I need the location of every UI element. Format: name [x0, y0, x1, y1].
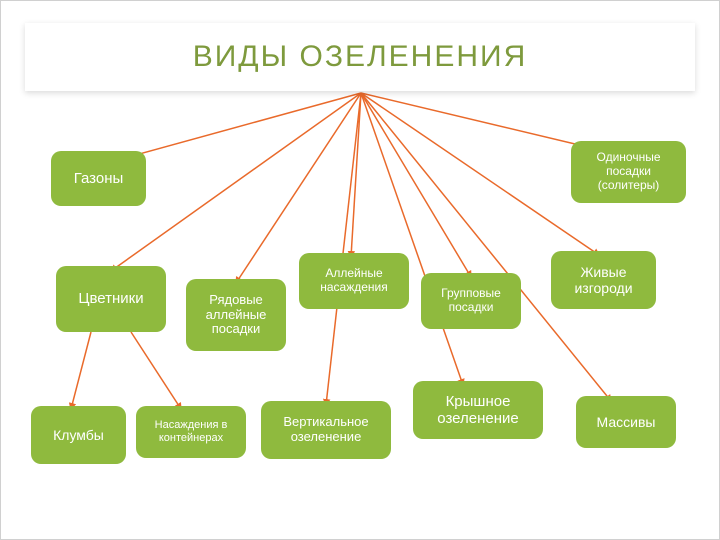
node-klumby: Клумбы: [31, 406, 126, 464]
node-gazony: Газоны: [51, 151, 146, 206]
node-gruppovye: Групповые посадки: [421, 273, 521, 329]
slide-title: ВИДЫ ОЗЕЛЕНЕНИЯ: [193, 40, 528, 74]
node-odinochnye: Одиночные посадки (солитеры): [571, 141, 686, 203]
node-kryshnoe: Крышное озеленение: [413, 381, 543, 439]
node-cvetniki: Цветники: [56, 266, 166, 332]
node-konteynery: Насаждения в контейнерах: [136, 406, 246, 458]
node-zhivye: Живые изгороди: [551, 251, 656, 309]
node-ryadovye: Рядовые аллейные посадки: [186, 279, 286, 351]
title-band: ВИДЫ ОЗЕЛЕНЕНИЯ: [25, 23, 695, 91]
node-alleynye: Аллейные насаждения: [299, 253, 409, 309]
node-massivy: Массивы: [576, 396, 676, 448]
slide: ВИДЫ ОЗЕЛЕНЕНИЯ Газоны Одиночные посадки …: [0, 0, 720, 540]
node-vertikalnoe: Вертикальное озеленение: [261, 401, 391, 459]
